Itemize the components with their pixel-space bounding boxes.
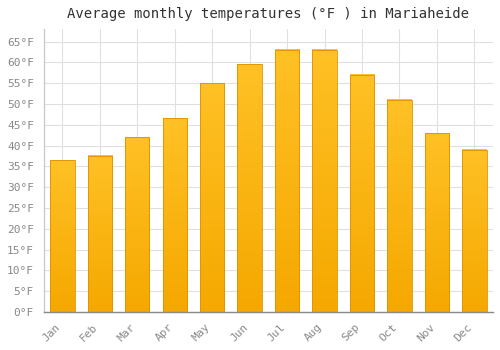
Bar <box>125 137 150 312</box>
Bar <box>312 50 336 312</box>
Bar <box>350 75 374 312</box>
Bar <box>88 156 112 312</box>
Bar <box>388 100 411 312</box>
Bar <box>200 83 224 312</box>
Bar <box>238 64 262 312</box>
Bar <box>462 150 486 312</box>
Title: Average monthly temperatures (°F ) in Mariaheide: Average monthly temperatures (°F ) in Ma… <box>68 7 469 21</box>
Bar <box>50 160 74 312</box>
Bar <box>424 133 449 312</box>
Bar <box>275 50 299 312</box>
Bar <box>162 119 187 312</box>
